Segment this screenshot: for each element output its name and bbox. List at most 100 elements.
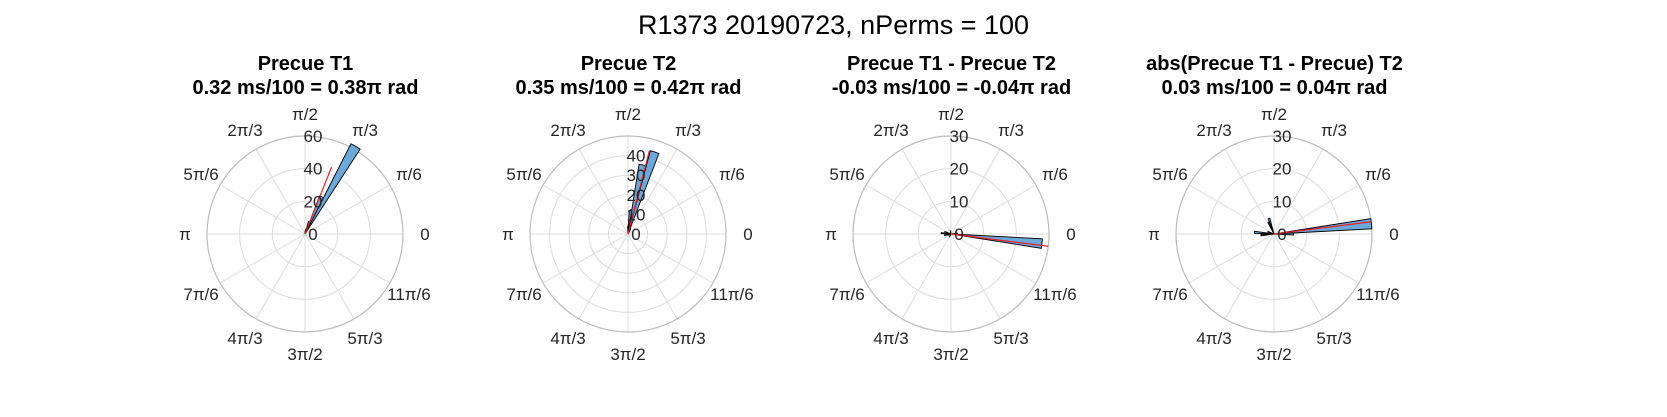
radial-gridline bbox=[1224, 233, 1275, 320]
radial-ring bbox=[568, 174, 688, 294]
radial-gridline bbox=[901, 233, 952, 320]
theta-tick-label: π/3 bbox=[352, 121, 378, 140]
histogram-bin bbox=[940, 232, 952, 235]
radial-gridline bbox=[627, 233, 678, 320]
histogram-bin bbox=[1267, 221, 1275, 235]
theta-tick-label: π/6 bbox=[396, 165, 422, 184]
radial-gridline bbox=[542, 233, 629, 284]
radial-ring bbox=[607, 213, 649, 255]
theta-tick-label: π/2 bbox=[1261, 105, 1287, 124]
mean-direction-line bbox=[1273, 221, 1372, 235]
histogram-bin bbox=[1273, 232, 1295, 236]
theta-tick-label: 3π/2 bbox=[287, 345, 322, 364]
panel-subtitle: 0.03 ms/100 = 0.04π rad bbox=[1161, 77, 1388, 99]
polar-grid bbox=[1175, 135, 1373, 333]
radial-gridline bbox=[304, 233, 355, 320]
theta-tick-label: 5π/3 bbox=[670, 329, 705, 348]
radial-tick-label: 60 bbox=[304, 127, 323, 146]
outer-ring bbox=[1175, 135, 1373, 333]
radial-tick-label: 0 bbox=[1277, 225, 1286, 244]
panel-title: Precue T2 bbox=[580, 53, 677, 75]
radial-gridline bbox=[1273, 233, 1324, 320]
radial-ring bbox=[271, 200, 339, 268]
radial-tick-label: 30 bbox=[627, 166, 646, 185]
polar-plot-svg: 0 π/6 π/3 π/2 2π/3 5π/6 π 7π/6 4π/3 3π/2 5π/3 11π/6… bbox=[1148, 105, 1400, 364]
polar-panel-difference: Precue T1 - Precue T2 -0.03 ms/100 = -0.… bbox=[743, 52, 1160, 417]
radial-tick-label: 40 bbox=[627, 147, 646, 166]
theta-tick-label: 3π/2 bbox=[933, 345, 968, 364]
histogram-bin bbox=[1273, 218, 1373, 235]
theta-tick-label: π/2 bbox=[938, 105, 964, 124]
polar-grid bbox=[206, 135, 404, 333]
theta-tick-label: 5π/6 bbox=[506, 165, 541, 184]
outer-ring bbox=[852, 135, 1050, 333]
radial-ring bbox=[549, 155, 707, 313]
radial-ring bbox=[1208, 168, 1340, 300]
radial-tick-label: 0 bbox=[631, 225, 640, 244]
radial-tick-label: 40 bbox=[304, 160, 323, 179]
radial-gridline bbox=[865, 233, 952, 284]
outer-ring bbox=[529, 135, 727, 333]
theta-tick-label: 0 bbox=[1066, 225, 1075, 244]
radial-ring bbox=[1240, 200, 1308, 268]
radial-tick-label: 10 bbox=[950, 192, 969, 211]
theta-tick-label: 11π/6 bbox=[1356, 285, 1400, 304]
histogram-bin bbox=[950, 233, 1043, 249]
radial-ring bbox=[885, 168, 1017, 300]
radial-ring bbox=[239, 168, 371, 300]
theta-tick-label: 7π/6 bbox=[183, 285, 218, 304]
theta-tick-label: 4π/3 bbox=[550, 329, 585, 348]
theta-tick-label: 4π/3 bbox=[227, 329, 262, 348]
histogram-bin bbox=[948, 233, 952, 238]
polar-panel-precue-t2: Precue T2 0.35 ms/100 = 0.42π rad 0 π/6 π/… bbox=[420, 52, 837, 417]
histogram-bin bbox=[949, 230, 952, 235]
histogram-bin bbox=[1253, 230, 1275, 235]
theta-tick-label: 0 bbox=[1389, 225, 1398, 244]
radial-gridline bbox=[1273, 184, 1360, 235]
radial-gridline bbox=[901, 148, 952, 235]
theta-tick-label: 0 bbox=[420, 225, 429, 244]
radial-gridline bbox=[627, 184, 714, 235]
histogram-bin bbox=[627, 150, 660, 235]
radial-gridline bbox=[578, 233, 629, 320]
theta-tick-label: 5π/6 bbox=[1152, 165, 1187, 184]
radial-tick-label: 20 bbox=[304, 192, 323, 211]
radial-gridline bbox=[865, 184, 952, 235]
panel-subtitle: 0.35 ms/100 = 0.42π rad bbox=[515, 77, 742, 99]
theta-tick-label: 2π/3 bbox=[550, 121, 585, 140]
radial-tick-label: 10 bbox=[1273, 192, 1292, 211]
radial-tick-label: 20 bbox=[1273, 160, 1292, 179]
polar-grid bbox=[529, 135, 727, 333]
histogram-bin bbox=[947, 233, 952, 236]
radial-gridline bbox=[219, 184, 306, 235]
theta-tick-label: 2π/3 bbox=[873, 121, 908, 140]
theta-tick-label: π/6 bbox=[1042, 165, 1068, 184]
theta-tick-label: π/3 bbox=[998, 121, 1024, 140]
theta-tick-label: π/2 bbox=[292, 105, 318, 124]
theta-tick-label: 5π/3 bbox=[347, 329, 382, 348]
polar-plot-svg: 0 π/6 π/3 π/2 2π/3 5π/6 π 7π/6 4π/3 3π/2 5π/3 11π/6… bbox=[825, 105, 1077, 364]
theta-tick-label: 4π/3 bbox=[873, 329, 908, 348]
radial-gridline bbox=[1188, 233, 1275, 284]
radial-gridline bbox=[255, 233, 306, 320]
panel-subtitle: 0.32 ms/100 = 0.38π rad bbox=[192, 77, 419, 99]
panel-title: abs(Precue T1 - Precue) T2 bbox=[1146, 53, 1403, 75]
radial-tick-label: 10 bbox=[627, 205, 646, 224]
theta-tick-label: 11π/6 bbox=[1033, 285, 1077, 304]
figure-title: R1373 20190723, nPerms = 100 bbox=[637, 10, 1030, 40]
radial-tick-label: 0 bbox=[308, 225, 317, 244]
radial-gridline bbox=[950, 233, 1001, 320]
theta-tick-label: 7π/6 bbox=[506, 285, 541, 304]
theta-tick-label: 7π/6 bbox=[829, 285, 864, 304]
radial-gridline bbox=[950, 233, 1037, 284]
polar-grid bbox=[852, 135, 1050, 333]
radial-gridline bbox=[304, 233, 391, 284]
radial-gridline bbox=[542, 184, 629, 235]
histogram-bin bbox=[304, 143, 361, 235]
theta-tick-label: π bbox=[825, 225, 837, 244]
radial-ring bbox=[588, 194, 668, 274]
panel-title: Precue T1 - Precue T2 bbox=[847, 53, 1056, 75]
radial-gridline bbox=[1188, 184, 1275, 235]
radial-tick-label: 20 bbox=[627, 186, 646, 205]
radial-tick-label: 30 bbox=[1273, 127, 1292, 146]
